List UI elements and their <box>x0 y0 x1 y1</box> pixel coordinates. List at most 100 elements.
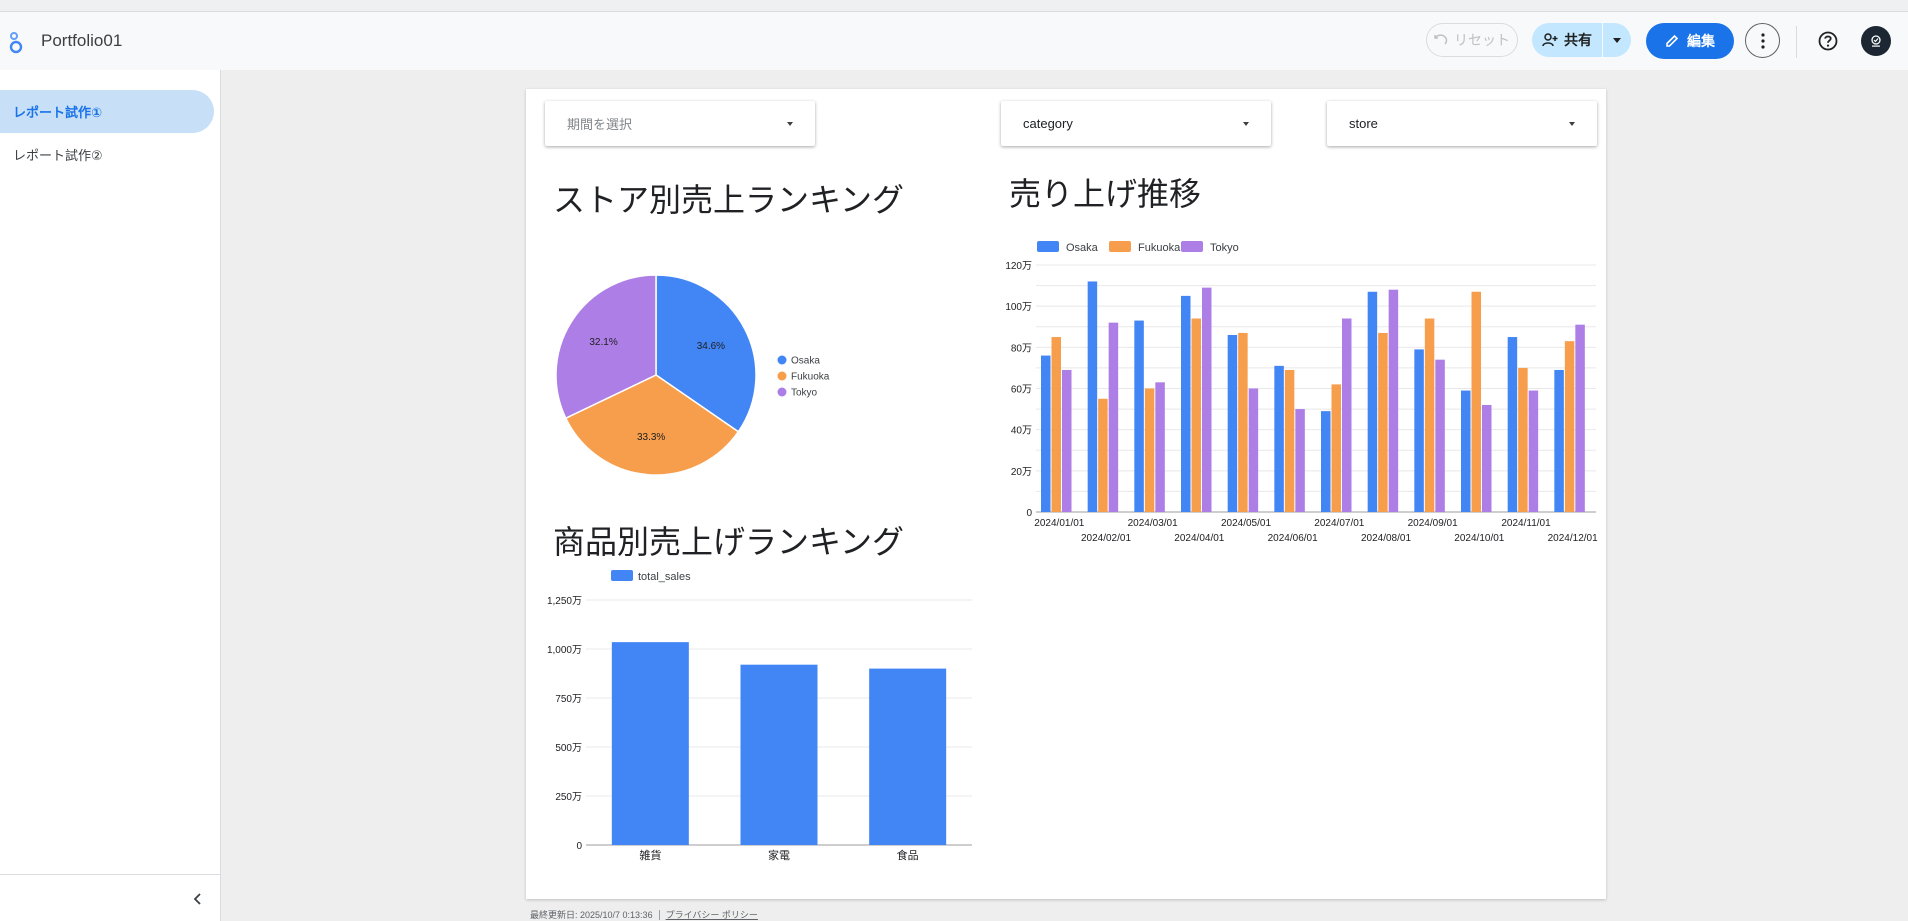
legend-label: Fukuoka <box>791 372 830 383</box>
looker-studio-logo-icon <box>6 30 28 54</box>
x-axis-tick-label: 2024/03/01 <box>1128 518 1178 529</box>
dropdown-arrow-icon <box>787 122 793 126</box>
sidebar-page-label: レポート試作② <box>13 145 103 164</box>
y-axis-tick-label: 250万 <box>555 792 582 803</box>
y-axis-tick-label: 0 <box>1026 508 1032 519</box>
x-axis-tick-label: 2024/02/01 <box>1081 533 1131 544</box>
dropdown-arrow-icon <box>1569 122 1575 126</box>
bar-chart-title: 商品別売上げランキング <box>553 517 904 563</box>
store-sales-pie-chart[interactable]: 34.6% 33.3% 32.1% Osaka Fukuoka Tokyo <box>546 259 906 489</box>
bar-fukuoka <box>1472 292 1482 512</box>
bar-fukuoka <box>1238 333 1248 512</box>
bar-fukuoka <box>1052 337 1062 512</box>
browser-top-strip <box>0 0 1908 12</box>
y-axis-tick-label: 80万 <box>1011 343 1032 354</box>
bar-fukuoka <box>1378 333 1388 512</box>
legend-label: total_sales <box>638 571 691 583</box>
y-axis-tick-label: 1,250万 <box>547 596 582 607</box>
x-axis-tick-label: 2024/09/01 <box>1408 518 1458 529</box>
privacy-policy-link[interactable]: プライバシー ポリシー <box>666 908 758 921</box>
legend-label: Osaka <box>791 356 820 367</box>
bar-fukuoka <box>1285 370 1295 512</box>
collapse-sidebar-button[interactable] <box>186 888 208 910</box>
pie-slice-label: 33.3% <box>637 432 665 443</box>
pie-slice-label: 34.6% <box>697 341 725 352</box>
x-axis-tick-label: 2024/06/01 <box>1268 533 1318 544</box>
bar-tokyo <box>1435 360 1445 512</box>
legend-marker-total-sales <box>611 570 633 581</box>
y-axis-tick-label: 100万 <box>1005 302 1032 313</box>
y-axis-tick-label: 0 <box>576 841 582 852</box>
bar-osaka <box>1041 356 1051 512</box>
bar-tokyo <box>1155 382 1165 512</box>
y-axis-tick-label: 20万 <box>1011 467 1032 478</box>
period-selector[interactable]: 期間を選択 <box>545 101 815 146</box>
share-dropdown-button[interactable] <box>1603 23 1631 57</box>
legend-marker-fukuoka <box>778 372 787 381</box>
y-axis-tick-label: 750万 <box>555 694 582 705</box>
bar-osaka <box>1368 292 1378 512</box>
share-label: 共有 <box>1564 30 1592 50</box>
bar-fukuoka <box>1145 389 1155 513</box>
legend-label: Tokyo <box>1210 242 1239 254</box>
legend-marker-fukuoka <box>1109 241 1131 252</box>
account-avatar[interactable] <box>1861 26 1891 56</box>
bar-osaka <box>1181 296 1191 512</box>
more-options-button[interactable] <box>1745 23 1780 58</box>
x-axis-tick-label: 2024/08/01 <box>1361 533 1411 544</box>
bar-osaka <box>1228 335 1238 512</box>
bar-tokyo <box>1295 409 1305 512</box>
sidebar-page-2[interactable]: レポート試作② <box>0 133 214 176</box>
monthly-sales-bar-chart[interactable]: 0 20万 40万 60万 80万 100万 120万 Osaka Fukuoka Tokyo 20… <box>996 227 1606 627</box>
report-footer: 最終更新日: 2025/10/7 0:13:36 プライバシー ポリシー <box>530 908 758 921</box>
y-axis-tick-label: 40万 <box>1011 426 1032 437</box>
legend-label: Osaka <box>1066 242 1099 254</box>
category-filter[interactable]: category <box>1001 101 1271 146</box>
report-title[interactable]: Portfolio01 <box>41 31 122 51</box>
pages-sidebar: レポート試作① レポート試作② <box>0 70 221 921</box>
bar-fukuoka <box>1425 319 1435 512</box>
bar-osaka <box>1088 281 1098 512</box>
x-axis-tick-label: 2024/01/01 <box>1034 518 1084 529</box>
bar-fukuoka <box>1565 341 1575 512</box>
edit-button[interactable]: 編集 <box>1646 23 1734 59</box>
header-divider <box>1796 26 1797 58</box>
sidebar-page-label: レポート試作① <box>13 102 102 121</box>
line-chart-title: 売り上げ推移 <box>1009 169 1201 215</box>
y-axis-tick-label: 1,000万 <box>547 645 582 656</box>
reset-button[interactable]: リセット <box>1426 23 1518 57</box>
pencil-icon <box>1665 34 1679 48</box>
person-add-icon <box>1542 33 1558 47</box>
help-button[interactable] <box>1815 28 1841 54</box>
bar-tokyo <box>1202 288 1212 512</box>
bar-total_sales <box>612 642 689 845</box>
bar-total_sales <box>741 665 818 845</box>
last-updated-text: 最終更新日: 2025/10/7 0:13:36 <box>530 908 653 921</box>
y-axis-tick-label: 120万 <box>1005 261 1032 272</box>
reset-label: リセット <box>1454 30 1510 50</box>
store-filter[interactable]: store <box>1327 101 1597 146</box>
legend-marker-tokyo <box>1181 241 1203 252</box>
legend-marker-osaka <box>1037 241 1059 252</box>
more-vert-icon <box>1761 33 1765 49</box>
bar-fukuoka <box>1518 368 1528 512</box>
x-axis-tick-label: 2024/12/01 <box>1548 533 1598 544</box>
app-header: Portfolio01 リセット 共有 編集 <box>0 12 1908 70</box>
bar-osaka <box>1274 366 1284 512</box>
x-axis-tick-label: 2024/10/01 <box>1454 533 1504 544</box>
dropdown-arrow-icon <box>1243 122 1249 126</box>
x-axis-tick-label: 雑貨 <box>639 848 661 862</box>
y-axis-tick-label: 500万 <box>555 743 582 754</box>
x-axis-tick-label: 2024/11/01 <box>1501 518 1551 529</box>
bar-total_sales <box>869 669 946 845</box>
store-filter-label: store <box>1349 116 1569 131</box>
share-button[interactable]: 共有 <box>1532 23 1602 57</box>
bar-tokyo <box>1249 389 1259 513</box>
pie-slice-label: 32.1% <box>589 337 617 348</box>
bar-tokyo <box>1342 319 1352 512</box>
sidebar-page-1[interactable]: レポート試作① <box>0 90 214 133</box>
category-filter-label: category <box>1023 116 1243 131</box>
pie-chart-title: ストア別売上ランキング <box>553 175 904 221</box>
x-axis-tick-label: 2024/05/01 <box>1221 518 1271 529</box>
